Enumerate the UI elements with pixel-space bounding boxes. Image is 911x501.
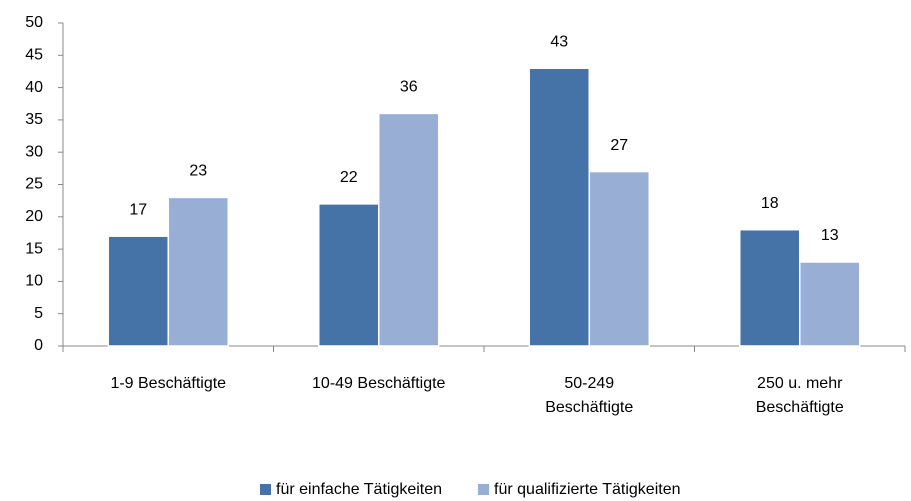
data-label: 27 bbox=[610, 137, 628, 154]
x-tick-label: 10-49 Beschäftigte bbox=[312, 375, 446, 392]
data-label: 13 bbox=[821, 227, 839, 244]
data-label: 23 bbox=[189, 163, 207, 180]
y-tick-label: 45 bbox=[25, 47, 43, 64]
legend-label: für qualifizierte Tätigkeiten bbox=[494, 481, 680, 498]
y-tick-label: 10 bbox=[25, 273, 43, 290]
legend-swatch bbox=[260, 484, 271, 495]
bar bbox=[739, 228, 801, 347]
y-tick-label: 20 bbox=[25, 208, 43, 225]
bar bbox=[107, 235, 169, 347]
y-tick-label: 40 bbox=[25, 79, 43, 96]
bar bbox=[378, 112, 440, 347]
legend-label: für einfache Tätigkeiten bbox=[276, 481, 442, 498]
data-label: 17 bbox=[129, 201, 147, 218]
bar bbox=[528, 67, 590, 347]
y-tick-label: 15 bbox=[25, 240, 43, 257]
y-tick-label: 0 bbox=[34, 337, 43, 354]
y-tick-label: 30 bbox=[25, 143, 43, 160]
x-tick-label: 50-249 Beschäftigte bbox=[545, 375, 634, 416]
x-tick-label: 1-9 Beschäftigte bbox=[110, 375, 227, 392]
data-label: 36 bbox=[400, 79, 418, 96]
bar bbox=[799, 261, 861, 347]
y-tick-label: 25 bbox=[25, 176, 43, 193]
y-tick-label: 50 bbox=[25, 14, 43, 31]
y-tick-label: 5 bbox=[34, 305, 43, 322]
y-tick-label: 35 bbox=[25, 111, 43, 128]
data-label: 43 bbox=[550, 33, 568, 50]
data-label: 22 bbox=[340, 169, 358, 186]
bar bbox=[167, 196, 229, 347]
data-label: 18 bbox=[761, 195, 779, 212]
bar bbox=[588, 170, 650, 347]
x-tick-label: 250 u. mehr Beschäftigte bbox=[755, 375, 844, 416]
bar bbox=[318, 203, 380, 347]
legend-swatch bbox=[478, 484, 490, 495]
